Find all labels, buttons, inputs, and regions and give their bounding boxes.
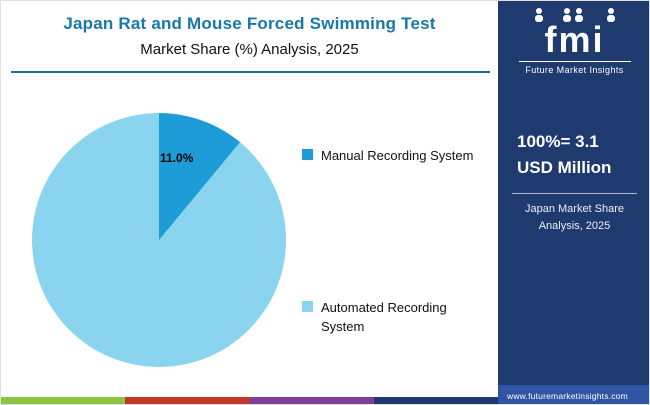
stat-line-2: USD Million — [517, 158, 612, 178]
header-divider — [11, 71, 490, 73]
logo-wordmark: fmi — [544, 19, 605, 60]
legend-marker — [302, 301, 313, 312]
legend-item-automated-recording-system: Automated Recording System — [302, 299, 487, 337]
pie-slice-value-label: 11.0% — [160, 151, 194, 165]
logo-people-icons — [534, 8, 615, 22]
stripe-red — [125, 397, 250, 404]
legend-marker — [302, 149, 313, 160]
sidebar-caption: Japan Market Share Analysis, 2025 — [498, 201, 649, 234]
page-subtitle: Market Share (%) Analysis, 2025 — [140, 41, 359, 58]
fmi-logo: fmi Future Market Insights — [498, 7, 649, 76]
logo-divider — [518, 61, 631, 63]
sidebar-caption-text: Japan Market Share Analysis, 2025 — [524, 203, 625, 232]
stripe-green — [1, 397, 126, 404]
logo-caption: Future Market Insights — [525, 65, 624, 76]
footer-color-stripes — [1, 397, 498, 404]
website-strip: www.futuremarketinsights.com — [498, 385, 649, 404]
page-title: Japan Rat and Mouse Forced Swimming Test — [63, 14, 436, 33]
legend-item-manual-recording-system: Manual Recording System — [302, 147, 487, 166]
stripe-purple — [249, 397, 374, 404]
brand-sidebar: fmi Future Market Insights 100%= 3.1 USD… — [498, 1, 649, 404]
sidebar-divider — [512, 193, 637, 194]
website-link[interactable]: www.futuremarketinsights.com — [507, 390, 628, 401]
chart-header: Japan Rat and Mouse Forced Swimming Test… — [1, 1, 498, 58]
pie-chart: 11.0% — [32, 113, 286, 367]
chart-panel: Japan Rat and Mouse Forced Swimming Test… — [1, 1, 498, 404]
market-value-stat: 100%= 3.1 USD Million — [517, 129, 611, 182]
legend-label: Automated Recording System — [321, 300, 447, 334]
legend-label: Manual Recording System — [321, 148, 474, 163]
stripe-navy — [373, 397, 498, 404]
stat-line-1: 100%= 3.1 — [517, 132, 599, 151]
